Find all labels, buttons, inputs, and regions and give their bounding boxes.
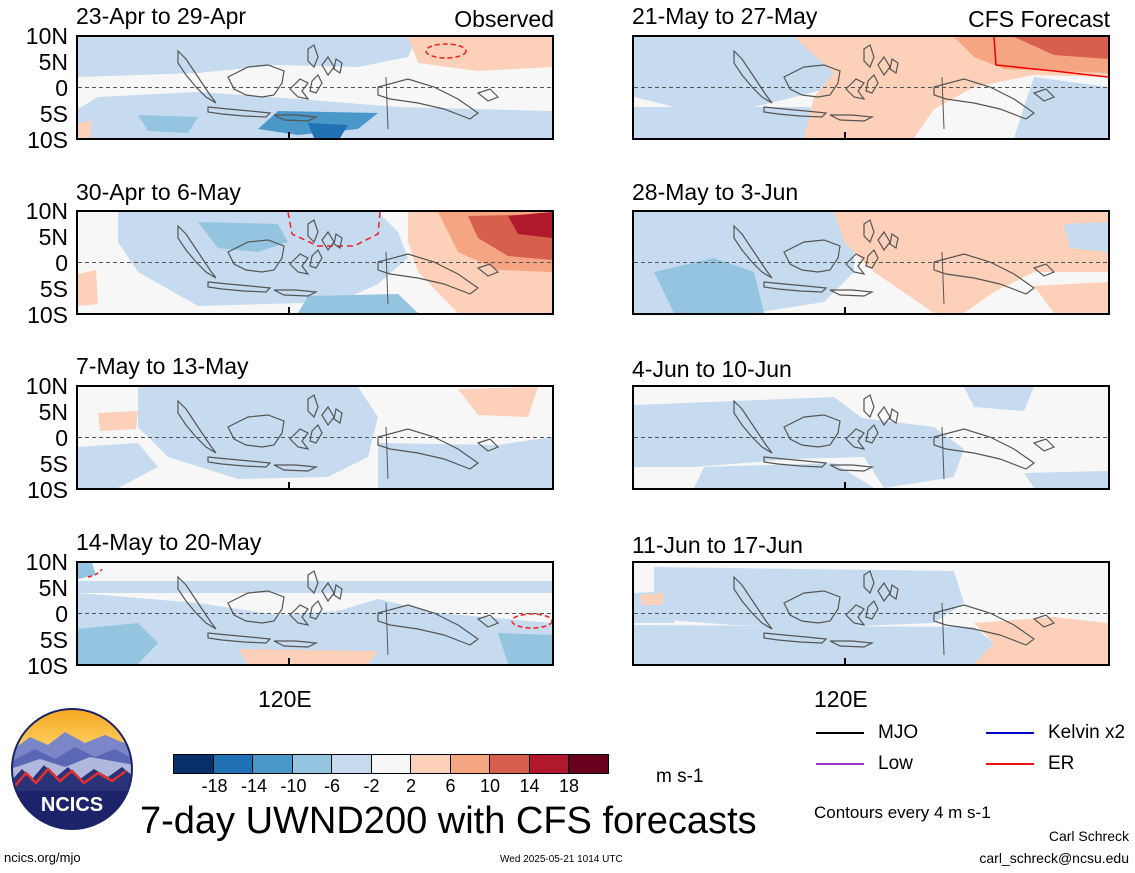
panel-title: 23-Apr to 29-Apr <box>76 3 247 29</box>
legend-line <box>986 732 1034 734</box>
panel-title: 30-Apr to 6-May <box>76 179 241 205</box>
map-panel-fcst-2 <box>632 210 1110 315</box>
legend-label: Low <box>878 753 913 774</box>
map-panel-fcst-1 <box>632 35 1110 140</box>
map-panel-obs-3 <box>76 385 554 490</box>
main-title: 7-day UWND200 with CFS forecasts <box>140 800 757 842</box>
panel-title: 14-May to 20-May <box>76 529 262 555</box>
lat-label: 0 <box>55 425 68 451</box>
legend-label: Kelvin x2 <box>1048 722 1126 743</box>
map-field <box>78 212 552 313</box>
legend-label: MJO <box>878 722 919 743</box>
map-field <box>634 387 1108 488</box>
lat-label: 5S <box>39 627 68 653</box>
colorbar-units: m s-1 <box>656 766 704 787</box>
legend-line <box>986 763 1034 765</box>
legend-item-low: Low <box>816 753 913 775</box>
map-field <box>78 37 552 138</box>
lat-label: 10N <box>25 198 68 224</box>
observed-label: Observed <box>454 6 554 32</box>
panel-title: 21-May to 27-May <box>632 3 818 29</box>
footer-timestamp: Wed 2025-05-21 1014 UTC <box>500 854 623 865</box>
colorbar-tick: -10 <box>280 776 307 796</box>
map-field <box>634 212 1108 313</box>
footer-email: carl_schreck@ncsu.edu <box>979 850 1129 866</box>
colorbar-swatch <box>212 754 253 774</box>
cfs-forecast-label: CFS Forecast <box>968 6 1110 32</box>
lat-label: 5S <box>39 276 68 302</box>
colorbar <box>173 754 609 774</box>
colorbar-tick: 2 <box>405 776 416 796</box>
lat-label: 10N <box>25 549 68 575</box>
legend-item-kelvin: Kelvin x2 <box>986 722 1125 744</box>
map-panel-fcst-3 <box>632 385 1110 490</box>
lat-label: 5S <box>39 101 68 127</box>
colorbar-tick: -14 <box>241 776 268 796</box>
map-field <box>78 563 552 664</box>
lon-tick <box>844 132 846 138</box>
lat-label: 10S <box>27 653 68 679</box>
lat-label: 10S <box>27 477 68 503</box>
panel-title: 28-May to 3-Jun <box>632 179 799 205</box>
colorbar-tick: 10 <box>479 776 501 796</box>
contour-note: Contours every 4 m s-1 <box>814 803 991 822</box>
lat-label: 5N <box>38 399 68 425</box>
lat-label: 5N <box>38 49 68 75</box>
colorbar-swatch <box>291 754 332 774</box>
map-field <box>634 37 1108 138</box>
colorbar-swatch <box>528 754 569 774</box>
footer-url: ncics.org/mjo <box>4 850 81 865</box>
logo-text: NCICS <box>41 794 103 816</box>
lat-label: 10N <box>25 373 68 399</box>
map-panel-obs-1 <box>76 35 554 140</box>
map-panel-obs-4 <box>76 561 554 666</box>
legend-line <box>816 763 864 765</box>
lon-tick <box>288 307 290 313</box>
map-field <box>78 387 552 488</box>
panel-title: 7-May to 13-May <box>76 353 249 379</box>
ncics-logo: NCICS <box>10 707 134 831</box>
lon-label: 120E <box>814 686 868 712</box>
map-panel-fcst-4 <box>632 561 1110 666</box>
lat-label: 0 <box>55 250 68 276</box>
footer-author: Carl Schreck <box>1048 828 1129 844</box>
legend-line <box>816 732 864 734</box>
colorbar-tick: 14 <box>519 776 540 796</box>
lat-label: 5S <box>39 451 68 477</box>
lon-tick <box>288 132 290 138</box>
lat-label: 10S <box>27 302 68 328</box>
colorbar-swatch <box>489 754 530 774</box>
lat-label: 10N <box>25 23 68 49</box>
colorbar-swatch <box>410 754 451 774</box>
map-field <box>634 563 1108 664</box>
lon-tick <box>844 482 846 488</box>
map-panel-obs-2 <box>76 210 554 315</box>
colorbar-swatch <box>173 754 214 774</box>
lat-label: 5N <box>38 575 68 601</box>
colorbar-swatch <box>252 754 293 774</box>
lon-tick <box>288 658 290 664</box>
lon-tick <box>288 482 290 488</box>
lat-label: 0 <box>55 601 68 627</box>
colorbar-tick: 6 <box>445 776 456 796</box>
colorbar-tick: -2 <box>363 776 380 796</box>
colorbar-tick: 18 <box>558 776 580 796</box>
colorbar-swatch <box>568 754 609 774</box>
panel-title: 4-Jun to 10-Jun <box>632 356 792 382</box>
panel-title: 11-Jun to 17-Jun <box>632 532 803 558</box>
lat-label: 0 <box>55 75 68 101</box>
lat-label: 10S <box>27 127 68 153</box>
lat-label: 5N <box>38 224 68 250</box>
colorbar-tick: -6 <box>323 776 340 796</box>
colorbar-swatch <box>370 754 411 774</box>
legend-item-mjo: MJO <box>816 722 918 744</box>
colorbar-swatch <box>331 754 372 774</box>
legend-label: ER <box>1048 753 1075 774</box>
colorbar-tick: -18 <box>201 776 228 796</box>
lon-label: 120E <box>258 686 312 712</box>
colorbar-swatch <box>449 754 490 774</box>
lon-tick <box>844 658 846 664</box>
lon-tick <box>844 307 846 313</box>
legend-item-er: ER <box>986 753 1074 775</box>
